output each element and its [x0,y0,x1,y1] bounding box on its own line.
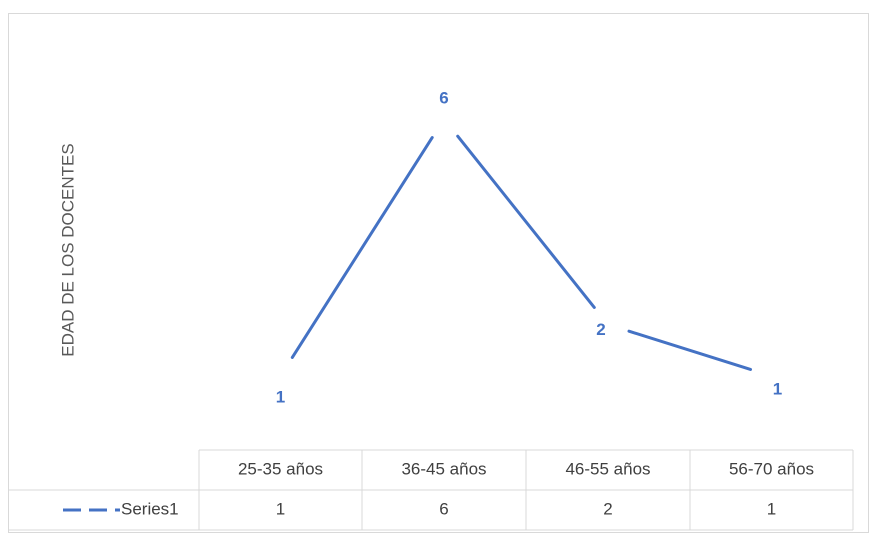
data-label: 6 [439,88,448,107]
data-table: 25-35 años 36-45 años 46-55 años 56-70 años… [8,450,853,530]
data-label: 2 [596,320,605,339]
series-line-segment [292,138,432,358]
table-value-cell: 2 [603,499,612,518]
category-tick-label: 25-35 años [238,459,323,478]
table-value-cell: 6 [439,499,448,518]
category-tick-label: 46-55 años [565,459,650,478]
category-tick-label: 56-70 años [729,459,814,478]
table-value-cell: 1 [767,499,776,518]
data-label: 1 [773,379,782,398]
series-line-segment [458,136,595,307]
series-line-segment [629,331,751,369]
category-tick-label: 36-45 años [401,459,486,478]
legend-series-name: Series1 [121,499,179,518]
data-label: 1 [276,387,285,406]
table-value-cell: 1 [276,499,285,518]
y-axis-label: EDAD DE LOS DOCENTES [58,143,77,357]
